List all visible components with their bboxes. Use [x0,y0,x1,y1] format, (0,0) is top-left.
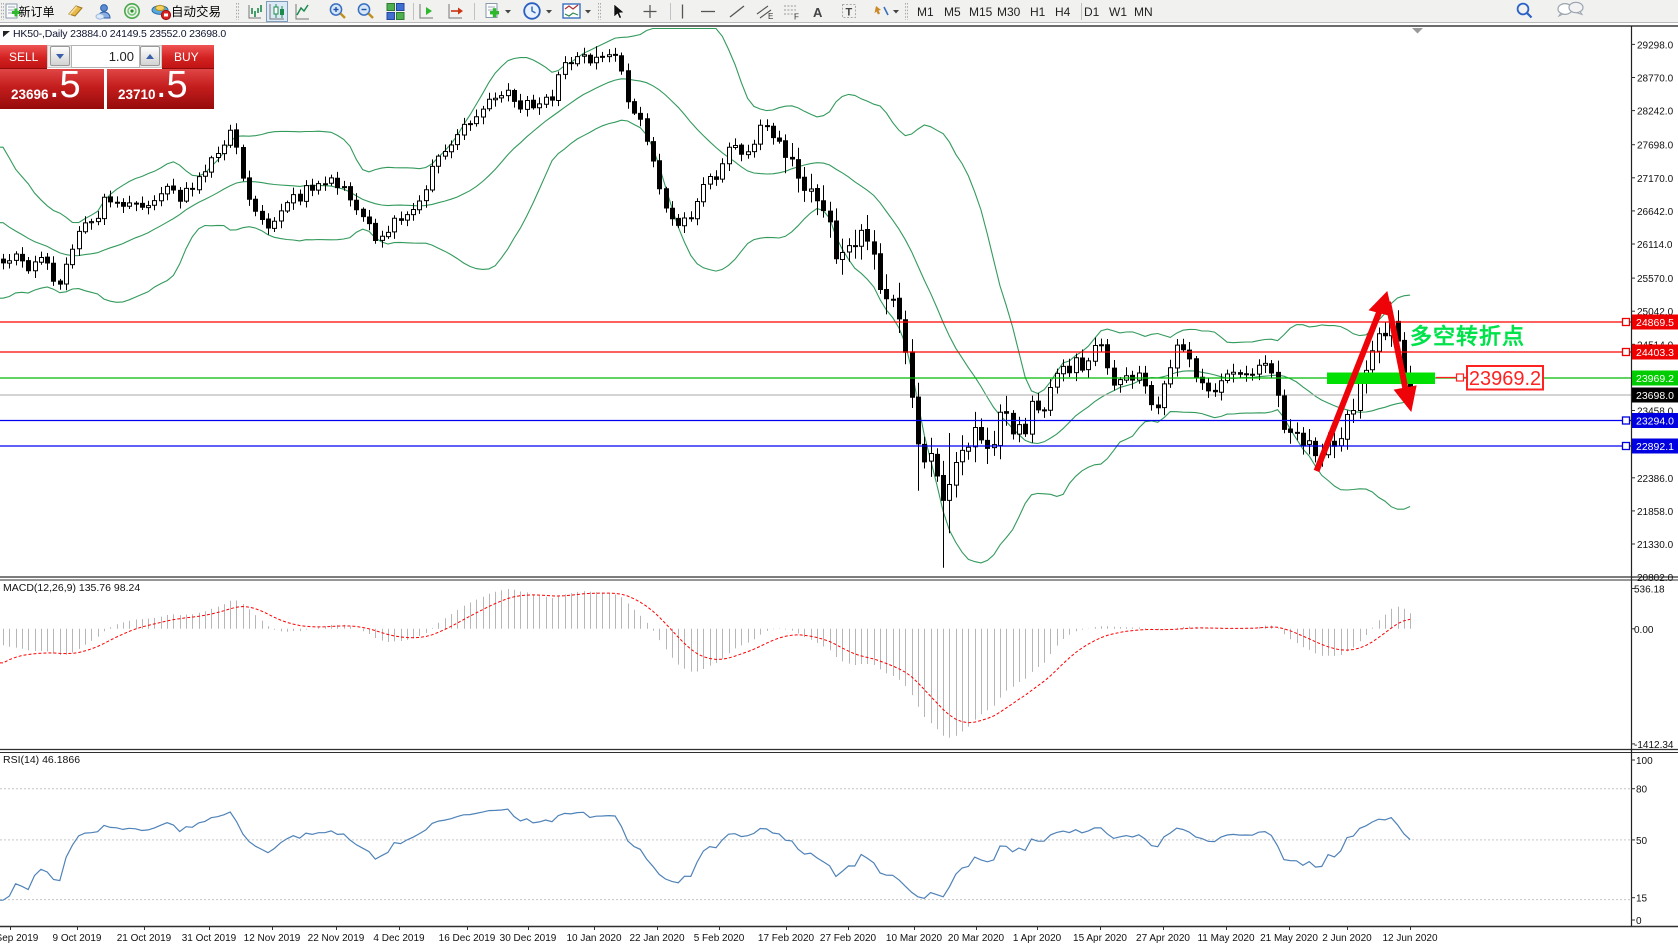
svg-text:0: 0 [1636,916,1642,927]
svg-text:21330.0: 21330.0 [1637,540,1674,551]
svg-text:F: F [794,13,799,22]
svg-text:26114.0: 26114.0 [1637,240,1673,251]
svg-text:21 May 2020: 21 May 2020 [1260,933,1318,944]
svg-text:536.18: 536.18 [1634,585,1665,596]
svg-text:22892.1: 22892.1 [1636,441,1674,453]
svg-text:50: 50 [1636,836,1648,847]
svg-text:新订单: 新订单 [19,4,55,19]
svg-text:30 Dec 2019: 30 Dec 2019 [500,933,557,944]
svg-text:23698.0: 23698.0 [1636,390,1674,402]
svg-text:23458.0: 23458.0 [1637,407,1674,418]
svg-text:25042.0: 25042.0 [1637,307,1674,318]
svg-text:17 Feb 2020: 17 Feb 2020 [758,933,815,944]
svg-text:21 Oct 2019: 21 Oct 2019 [117,933,172,944]
svg-text:26 Sep 2019: 26 Sep 2019 [0,933,39,944]
svg-text:27 Feb 2020: 27 Feb 2020 [820,933,877,944]
svg-text:T: T [846,7,853,19]
svg-text:22 Jan 2020: 22 Jan 2020 [629,933,684,944]
svg-text:HK50-,Daily 23884.0 24149.5 2: HK50-,Daily 23884.0 24149.5 23552.0 2369… [13,28,226,40]
svg-text:5 Feb 2020: 5 Feb 2020 [694,933,745,944]
svg-text:29298.0: 29298.0 [1637,40,1674,51]
svg-text:1 Apr 2020: 1 Apr 2020 [1013,933,1062,944]
svg-text:E: E [768,12,773,21]
svg-text:15: 15 [1636,894,1648,905]
svg-text:24403.3: 24403.3 [1636,347,1674,359]
svg-text:23969.2: 23969.2 [1469,368,1541,390]
svg-text:24869.5: 24869.5 [1636,317,1674,329]
svg-text:4 Dec 2019: 4 Dec 2019 [373,933,425,944]
svg-text:20802.0: 20802.0 [1637,573,1674,584]
svg-text:9 Oct 2019: 9 Oct 2019 [53,933,102,944]
svg-text:-1412.34: -1412.34 [1634,740,1674,751]
svg-text:2 Jun 2020: 2 Jun 2020 [1322,933,1372,944]
svg-text:22 Nov 2019: 22 Nov 2019 [308,933,365,944]
svg-text:12 Nov 2019: 12 Nov 2019 [244,933,301,944]
svg-text:自动交易: 自动交易 [171,4,221,19]
svg-text:12 Jun 2020: 12 Jun 2020 [1382,933,1437,944]
svg-text:20 Mar 2020: 20 Mar 2020 [948,933,1005,944]
svg-text:16 Dec 2019: 16 Dec 2019 [439,933,496,944]
svg-text:MACD(12,26,9) 135.76 98.24: MACD(12,26,9) 135.76 98.24 [3,582,140,594]
svg-text:23294.0: 23294.0 [1636,416,1674,428]
svg-text:27170.0: 27170.0 [1637,174,1674,185]
svg-text:多空转折点: 多空转折点 [1410,324,1525,349]
svg-text:27 Apr 2020: 27 Apr 2020 [1136,933,1190,944]
svg-text:10 Jan 2020: 10 Jan 2020 [566,933,621,944]
svg-text:15 Apr 2020: 15 Apr 2020 [1073,933,1127,944]
svg-text:A: A [813,5,823,20]
svg-text:22386.0: 22386.0 [1637,474,1674,485]
svg-text:28242.0: 28242.0 [1637,107,1674,118]
svg-text:31 Oct 2019: 31 Oct 2019 [182,933,237,944]
svg-text:21858.0: 21858.0 [1637,507,1674,518]
svg-text:0.00: 0.00 [1634,625,1654,636]
svg-text:28770.0: 28770.0 [1637,74,1674,85]
svg-text:11 May 2020: 11 May 2020 [1197,933,1255,944]
svg-text:80: 80 [1636,785,1648,796]
svg-text:27698.0: 27698.0 [1637,141,1674,152]
svg-text:26642.0: 26642.0 [1637,207,1674,218]
svg-text:25570.0: 25570.0 [1637,274,1674,285]
svg-text:RSI(14) 46.1866: RSI(14) 46.1866 [3,754,80,766]
svg-text:100: 100 [1636,756,1653,767]
svg-text:23969.2: 23969.2 [1636,373,1674,385]
svg-text:10 Mar 2020: 10 Mar 2020 [886,933,943,944]
